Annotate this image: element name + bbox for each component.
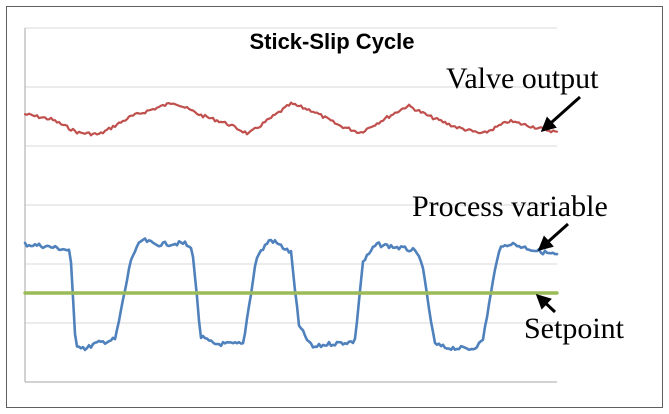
annotations: Valve output Process variable Setpoint bbox=[412, 62, 625, 345]
annotation-setpoint: Setpoint bbox=[524, 312, 625, 345]
series-line-valve bbox=[23, 101, 559, 137]
arrow-valve-output bbox=[540, 95, 581, 132]
annotation-valve-output: Valve output bbox=[446, 62, 599, 95]
series-lines bbox=[23, 101, 559, 352]
arrow-setpoint bbox=[535, 293, 557, 314]
series-line-process bbox=[23, 237, 559, 352]
arrow-process-variable bbox=[537, 222, 569, 251]
chart-frame bbox=[6, 6, 663, 408]
annotation-process-variable: Process variable bbox=[412, 190, 608, 223]
chart-title: Stick-Slip Cycle bbox=[249, 29, 414, 54]
